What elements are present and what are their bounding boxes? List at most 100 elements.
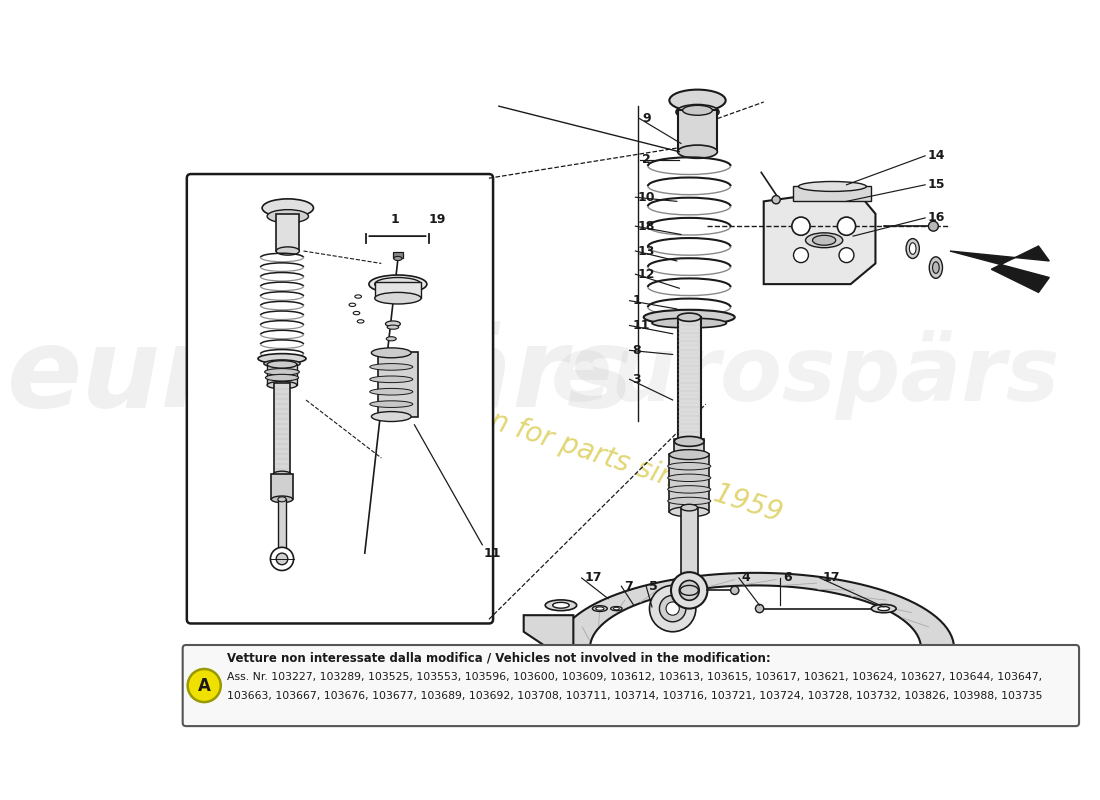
Polygon shape — [950, 246, 1049, 293]
FancyBboxPatch shape — [187, 174, 493, 623]
Ellipse shape — [276, 247, 299, 255]
Ellipse shape — [610, 606, 623, 610]
Ellipse shape — [546, 600, 576, 610]
Ellipse shape — [267, 382, 297, 389]
Circle shape — [276, 553, 288, 565]
Text: 15: 15 — [927, 178, 945, 191]
Ellipse shape — [368, 275, 427, 294]
Ellipse shape — [670, 450, 710, 459]
Ellipse shape — [386, 337, 396, 341]
Text: 13: 13 — [638, 245, 656, 258]
Ellipse shape — [375, 278, 421, 290]
Text: 103663, 103667, 103676, 103677, 103689, 103692, 103708, 103711, 103714, 103716, : 103663, 103667, 103676, 103677, 103689, … — [228, 691, 1043, 702]
Bar — [674, 439, 704, 454]
Text: 19: 19 — [429, 213, 446, 226]
Text: 10: 10 — [638, 190, 656, 204]
Ellipse shape — [370, 401, 412, 407]
Ellipse shape — [799, 182, 867, 191]
Ellipse shape — [372, 411, 411, 422]
Text: 5: 5 — [649, 580, 658, 593]
Ellipse shape — [878, 606, 890, 610]
Text: A: A — [198, 677, 210, 694]
Ellipse shape — [670, 506, 710, 517]
Ellipse shape — [871, 605, 896, 613]
Ellipse shape — [674, 437, 704, 446]
Bar — [276, 214, 299, 251]
Text: 1: 1 — [632, 294, 641, 307]
Ellipse shape — [370, 363, 412, 370]
Ellipse shape — [652, 318, 726, 328]
Text: eurospärs: eurospärs — [550, 330, 1059, 420]
Ellipse shape — [267, 361, 297, 368]
Ellipse shape — [262, 199, 314, 217]
Text: 11: 11 — [484, 547, 502, 560]
Text: Vetture non interessate dalla modifica / Vehicles not involved in the modificati: Vetture non interessate dalla modifica /… — [228, 652, 771, 665]
Ellipse shape — [370, 376, 412, 382]
Bar — [274, 383, 290, 474]
Text: 17: 17 — [584, 571, 602, 585]
Ellipse shape — [370, 389, 412, 395]
Circle shape — [928, 222, 938, 231]
Polygon shape — [763, 189, 876, 284]
Circle shape — [730, 586, 739, 594]
Ellipse shape — [385, 321, 400, 326]
Ellipse shape — [930, 257, 943, 278]
Ellipse shape — [933, 262, 939, 274]
Text: 11: 11 — [632, 319, 650, 332]
Bar — [793, 186, 871, 202]
Ellipse shape — [278, 497, 286, 502]
Text: 8: 8 — [632, 344, 640, 357]
Text: 7: 7 — [624, 580, 632, 593]
Bar — [375, 282, 421, 298]
Ellipse shape — [674, 450, 704, 458]
Circle shape — [839, 248, 854, 262]
Ellipse shape — [668, 462, 711, 470]
Ellipse shape — [678, 313, 701, 322]
Text: 3: 3 — [632, 373, 640, 386]
Text: 12: 12 — [638, 268, 656, 281]
Bar — [670, 454, 710, 512]
Bar — [393, 252, 403, 258]
Circle shape — [793, 248, 808, 262]
Text: 6: 6 — [783, 571, 791, 585]
Text: 4: 4 — [741, 571, 750, 585]
Text: 1: 1 — [390, 213, 399, 226]
Polygon shape — [557, 573, 954, 648]
Ellipse shape — [813, 235, 836, 246]
Circle shape — [271, 547, 294, 570]
Text: eurospärs: eurospärs — [8, 321, 635, 430]
Circle shape — [837, 217, 856, 235]
Ellipse shape — [264, 360, 300, 367]
Circle shape — [792, 217, 810, 235]
Text: a passion for parts since 1959: a passion for parts since 1959 — [377, 371, 785, 528]
Ellipse shape — [668, 474, 711, 482]
Ellipse shape — [265, 374, 298, 381]
Ellipse shape — [910, 242, 916, 254]
Text: 2: 2 — [642, 154, 651, 166]
Ellipse shape — [681, 504, 697, 511]
Bar — [678, 110, 717, 152]
FancyBboxPatch shape — [183, 645, 1079, 726]
Ellipse shape — [614, 607, 619, 610]
Ellipse shape — [668, 498, 711, 505]
Ellipse shape — [265, 369, 299, 375]
Ellipse shape — [272, 496, 293, 502]
Circle shape — [659, 595, 686, 622]
Circle shape — [188, 669, 221, 702]
Ellipse shape — [258, 354, 306, 363]
Text: 17: 17 — [823, 571, 840, 585]
Circle shape — [671, 572, 707, 609]
Ellipse shape — [552, 602, 569, 608]
Ellipse shape — [267, 210, 308, 223]
Circle shape — [666, 602, 680, 615]
Polygon shape — [524, 615, 573, 648]
Ellipse shape — [668, 486, 711, 493]
Ellipse shape — [394, 256, 402, 261]
Ellipse shape — [273, 471, 292, 478]
Text: 14: 14 — [927, 150, 945, 162]
Ellipse shape — [387, 325, 398, 330]
Ellipse shape — [375, 293, 421, 304]
Bar — [272, 474, 293, 499]
Ellipse shape — [593, 606, 607, 611]
Ellipse shape — [906, 238, 920, 258]
